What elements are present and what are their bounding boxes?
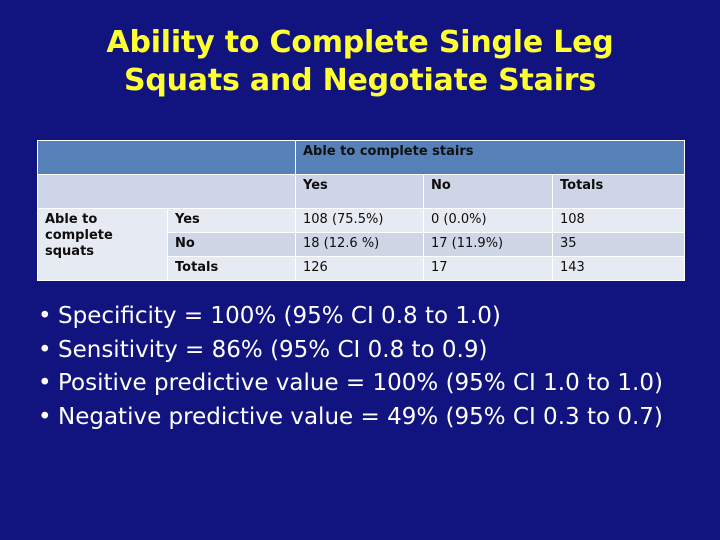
row-label-yes: Yes: [167, 208, 296, 233]
list-item-label: Sensitivity = 86% (95% CI 0.8 to 0.9): [58, 336, 488, 363]
cell-no-totals: 35: [551, 232, 686, 257]
contingency-table-container: Able to complete stairs Yes No Totals Ab…: [37, 140, 686, 281]
cell-yes-yes: 108 (75.5%): [295, 208, 424, 233]
list-item: • Specificity = 100% (95% CI 0.8 to 1.0): [30, 300, 690, 334]
bullet-marker-icon: •: [38, 303, 52, 329]
list-item-label: Positive predictive value = 100% (95% CI…: [58, 370, 663, 396]
row-label-no: No: [167, 232, 296, 257]
bullet-marker-icon: •: [38, 370, 52, 396]
table-subcorner-cell: [37, 174, 296, 209]
table-corner-cell: [37, 140, 296, 175]
row-label-totals: Totals: [167, 256, 296, 281]
contingency-table: Able to complete stairs Yes No Totals Ab…: [37, 140, 686, 281]
cell-totals-no: 17: [423, 256, 553, 281]
bullet-marker-icon: •: [38, 336, 52, 363]
cell-totals-totals: 143: [551, 256, 686, 281]
page-title-line-2: Squats and Negotiate Stairs: [123, 63, 597, 98]
column-header-yes: Yes: [295, 174, 424, 209]
page-title-line-1: Ability to Complete Single Leg: [106, 25, 614, 60]
list-item-label: Specificity = 100% (95% CI 0.8 to 1.0): [58, 303, 501, 329]
table-row: Able to complete squats Yes 108 (75.5%) …: [37, 208, 686, 281]
page-title: Ability to Complete Single Leg Squats an…: [0, 24, 720, 100]
bullet-marker-icon: •: [38, 403, 52, 430]
row-group-header: Able to complete squats: [37, 208, 168, 281]
list-item: • Negative predictive value = 49% (95% C…: [30, 401, 690, 435]
column-header-no: No: [423, 174, 553, 209]
statistics-bullet-list: • Specificity = 100% (95% CI 0.8 to 1.0)…: [30, 300, 690, 434]
list-item: • Sensitivity = 86% (95% CI 0.8 to 0.9): [30, 334, 690, 368]
cell-no-no: 17 (11.9%): [423, 232, 553, 257]
table-header-group-row: Able to complete stairs: [37, 140, 686, 175]
list-item: • Positive predictive value = 100% (95% …: [30, 367, 690, 401]
column-header-totals: Totals: [551, 174, 686, 209]
list-item-label: Negative predictive value = 49% (95% CI …: [58, 403, 663, 430]
cell-yes-no: 0 (0.0%): [423, 208, 553, 233]
table-row: Totals 126 17 143: [38, 256, 686, 281]
column-group-header: Able to complete stairs: [294, 140, 686, 175]
cell-no-yes: 18 (12.6 %): [295, 232, 424, 257]
table-subheader-row: Yes No Totals: [37, 174, 686, 209]
cell-yes-totals: 108: [551, 208, 686, 233]
cell-totals-yes: 126: [295, 256, 424, 281]
table-row: No 18 (12.6 %) 17 (11.9%) 35: [38, 232, 686, 257]
